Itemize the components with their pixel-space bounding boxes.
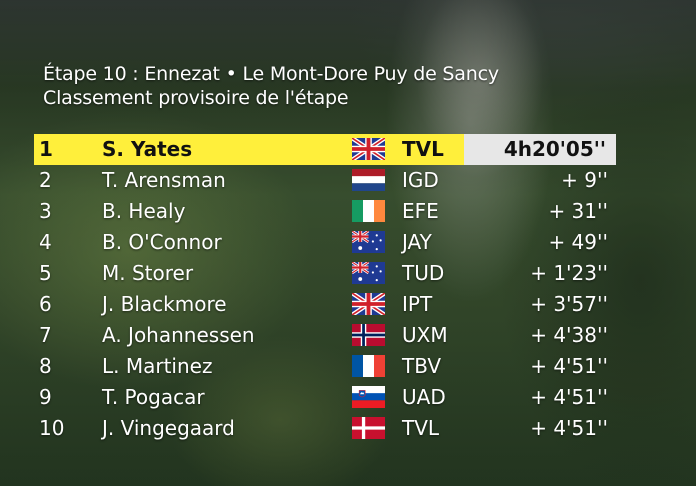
team-code: TVL bbox=[402, 416, 440, 440]
time-gap: + 9'' bbox=[561, 168, 608, 192]
rank: 6 bbox=[39, 292, 52, 316]
rank: 7 bbox=[39, 323, 52, 347]
rank: 3 bbox=[39, 199, 52, 223]
time-gap: + 1'23'' bbox=[530, 261, 608, 285]
classification-title: Classement provisoire de l'étape bbox=[43, 87, 349, 109]
rank: 8 bbox=[39, 354, 52, 378]
rider-name: B. O'Connor bbox=[102, 230, 222, 254]
team-code: TBV bbox=[402, 354, 442, 378]
time-gap: + 4'51'' bbox=[530, 354, 608, 378]
team-code: IPT bbox=[402, 292, 433, 316]
team-code: EFE bbox=[402, 199, 439, 223]
rank: 5 bbox=[39, 261, 52, 285]
stage-header: Étape 10 : Ennezat • Le Mont-Dore Puy de… bbox=[43, 62, 499, 110]
rider-name: J. Blackmore bbox=[102, 292, 227, 316]
time-gap: + 4'38'' bbox=[530, 323, 608, 347]
standings-row: 10 J. Vingegaard TVL + 4'51'' bbox=[34, 413, 616, 444]
flag-norway-icon bbox=[352, 324, 385, 346]
flag-australia-icon bbox=[352, 262, 385, 284]
rider-name: S. Yates bbox=[102, 137, 193, 161]
rank: 4 bbox=[39, 230, 52, 254]
flag-ireland-icon bbox=[352, 200, 385, 222]
rider-name: T. Pogacar bbox=[102, 385, 205, 409]
rider-name: T. Arensman bbox=[102, 168, 226, 192]
standings-row: 7 A. Johannessen UXM + 4'38'' bbox=[34, 320, 616, 351]
standings-row: 2 T. Arensman IGD + 9'' bbox=[34, 165, 616, 196]
flag-australia-icon bbox=[352, 231, 385, 253]
team-code: JAY bbox=[402, 230, 432, 254]
standings-row-leader: 1 S. Yates TVL 4h20'05'' bbox=[34, 134, 616, 165]
rank: 1 bbox=[39, 137, 53, 161]
rider-name: A. Johannessen bbox=[102, 323, 255, 347]
standings-row: 6 J. Blackmore IPT + 3'57'' bbox=[34, 289, 616, 320]
leader-time-bar bbox=[464, 134, 616, 165]
time: 4h20'05'' bbox=[503, 137, 606, 161]
rank: 9 bbox=[39, 385, 52, 409]
time-gap: + 4'51'' bbox=[530, 416, 608, 440]
stage-title: Étape 10 : Ennezat • Le Mont-Dore Puy de… bbox=[43, 63, 499, 85]
team-code: UXM bbox=[402, 323, 448, 347]
flag-uk-icon bbox=[352, 293, 385, 315]
team-code: IGD bbox=[402, 168, 439, 192]
rider-name: J. Vingegaard bbox=[102, 416, 235, 440]
team-code: TVL bbox=[402, 137, 444, 161]
standings-row: 4 B. O'Connor JAY + 49'' bbox=[34, 227, 616, 258]
rank: 2 bbox=[39, 168, 52, 192]
leader-highlight-bar bbox=[34, 134, 464, 165]
standings-row: 8 L. Martinez TBV + 4'51'' bbox=[34, 351, 616, 382]
standings-row: 9 T. Pogacar UAD + 4'51'' bbox=[34, 382, 616, 413]
time-gap: + 4'51'' bbox=[530, 385, 608, 409]
standings-row: 3 B. Healy EFE + 31'' bbox=[34, 196, 616, 227]
flag-denmark-icon bbox=[352, 417, 385, 439]
rider-name: M. Storer bbox=[102, 261, 194, 285]
standings-table: 1 S. Yates TVL 4h20'05'' 2 T. Arensman I… bbox=[34, 134, 616, 444]
time-gap: + 31'' bbox=[548, 199, 608, 223]
flag-netherlands-icon bbox=[352, 169, 385, 191]
flag-uk-icon bbox=[352, 138, 385, 160]
flag-slovenia-icon bbox=[352, 386, 385, 408]
time-gap: + 49'' bbox=[548, 230, 608, 254]
standings-row: 5 M. Storer TUD + 1'23'' bbox=[34, 258, 616, 289]
rider-name: B. Healy bbox=[102, 199, 186, 223]
rank: 10 bbox=[39, 416, 65, 440]
team-code: UAD bbox=[402, 385, 446, 409]
team-code: TUD bbox=[402, 261, 445, 285]
time-gap: + 3'57'' bbox=[530, 292, 608, 316]
flag-france-icon bbox=[352, 355, 385, 377]
rider-name: L. Martinez bbox=[102, 354, 213, 378]
